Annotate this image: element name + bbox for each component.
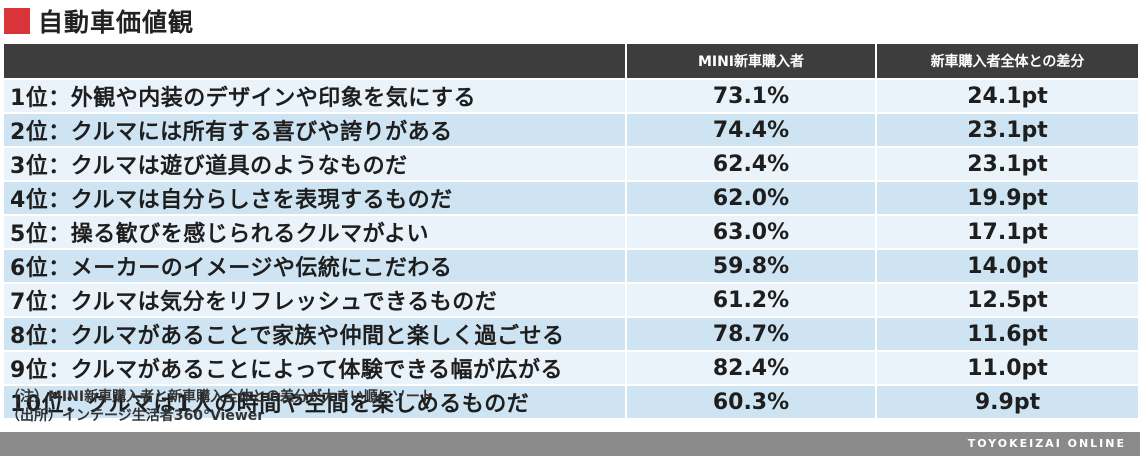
title-row: 自動車価値観 — [4, 4, 194, 38]
row-label: 10位：クルマは1人の時間や空間を楽しめるものだ — [4, 384, 626, 418]
notes: （注）MINI新車購入者と新車購入全体との差分が大きい順にソート （出所）インテ… — [6, 388, 434, 426]
table-row: 4位：クルマは自分らしさを表現するものだ 62.0% 19.9pt — [4, 180, 1138, 215]
table-row: 9位：クルマがあることによって体験できる幅が広がる 82.4% 11.0pt — [4, 350, 1138, 385]
row-label: 6位：メーカーのイメージや伝統にこだわる — [4, 248, 626, 283]
row-diff-value: 23.1pt — [875, 112, 1138, 147]
row-label: 1位：外観や内装のデザインや印象を気にする — [4, 78, 626, 113]
table-row: 10位：クルマは1人の時間や空間を楽しめるものだ 60.3% 9.9pt — [4, 384, 1138, 418]
row-mini-value: 62.0% — [625, 180, 876, 215]
row-diff-value: 23.1pt — [875, 146, 1138, 181]
row-diff-value: 12.5pt — [875, 282, 1138, 317]
table-body: 1位：外観や内装のデザインや印象を気にする 73.1% 24.1pt 2位：クルマには… — [4, 78, 1138, 418]
table-row: 2位：クルマには所有する喜びや誇りがある 74.4% 23.1pt — [4, 112, 1138, 147]
row-mini-value: 74.4% — [625, 112, 876, 147]
table-header-row: MINI新車購入者 新車購入者全体との差分 — [4, 44, 1138, 79]
column-header-mini: MINI新車購入者 — [625, 44, 876, 79]
row-label: 9位：クルマがあることによって体験できる幅が広がる — [4, 350, 626, 385]
note-sort: （注）MINI新車購入者と新車購入全体との差分が大きい順にソート — [6, 389, 434, 405]
row-mini-value: 61.2% — [625, 282, 876, 317]
table-row: 7位：クルマは気分をリフレッシュできるものだ 61.2% 12.5pt — [4, 282, 1138, 317]
row-diff-value: 11.6pt — [875, 316, 1138, 351]
row-mini-value: 63.0% — [625, 214, 876, 249]
row-diff-value: 11.0pt — [875, 350, 1138, 385]
title-marker-icon — [4, 8, 30, 34]
row-label: 5位：操る歓びを感じられるクルマがよい — [4, 214, 626, 249]
note-source: （出所）インテージ生活者360°Viewer — [6, 408, 265, 424]
row-label: 2位：クルマには所有する喜びや誇りがある — [4, 112, 626, 147]
row-label: 4位：クルマは自分らしさを表現するものだ — [4, 180, 626, 215]
page-title: 自動車価値観 — [38, 8, 195, 37]
row-label: 8位：クルマがあることで家族や仲間と楽しく過ごせる — [4, 316, 626, 351]
footer-bar: TOYOKEIZAI ONLINE — [0, 432, 1140, 456]
table-row: 1位：外観や内装のデザインや印象を気にする 73.1% 24.1pt — [4, 78, 1138, 113]
footer-brand: TOYOKEIZAI ONLINE — [967, 437, 1126, 450]
table-row: 3位：クルマは遊び道具のようなものだ 62.4% 23.1pt — [4, 146, 1138, 181]
row-diff-value: 24.1pt — [875, 78, 1138, 113]
row-label: 7位：クルマは気分をリフレッシュできるものだ — [4, 282, 626, 317]
table-row: 8位：クルマがあることで家族や仲間と楽しく過ごせる 78.7% 11.6pt — [4, 316, 1138, 351]
row-mini-value: 82.4% — [625, 350, 876, 385]
row-mini-value: 73.1% — [625, 78, 876, 113]
row-diff-value: 9.9pt — [875, 384, 1138, 418]
row-mini-value: 78.7% — [625, 316, 876, 351]
row-label: 3位：クルマは遊び道具のようなものだ — [4, 146, 626, 181]
row-diff-value: 14.0pt — [875, 248, 1138, 283]
row-mini-value: 60.3% — [625, 384, 876, 418]
table-row: 5位：操る歓びを感じられるクルマがよい 63.0% 17.1pt — [4, 214, 1138, 249]
row-diff-value: 17.1pt — [875, 214, 1138, 249]
table-row: 6位：メーカーのイメージや伝統にこだわる 59.8% 14.0pt — [4, 248, 1138, 283]
ranking-table: MINI新車購入者 新車購入者全体との差分 1位：外観や内装のデザインや印象を気… — [4, 44, 1138, 418]
row-mini-value: 59.8% — [625, 248, 876, 283]
row-diff-value: 19.9pt — [875, 180, 1138, 215]
row-mini-value: 62.4% — [625, 146, 876, 181]
column-header-diff: 新車購入者全体との差分 — [875, 44, 1138, 79]
column-header-item — [4, 44, 626, 79]
